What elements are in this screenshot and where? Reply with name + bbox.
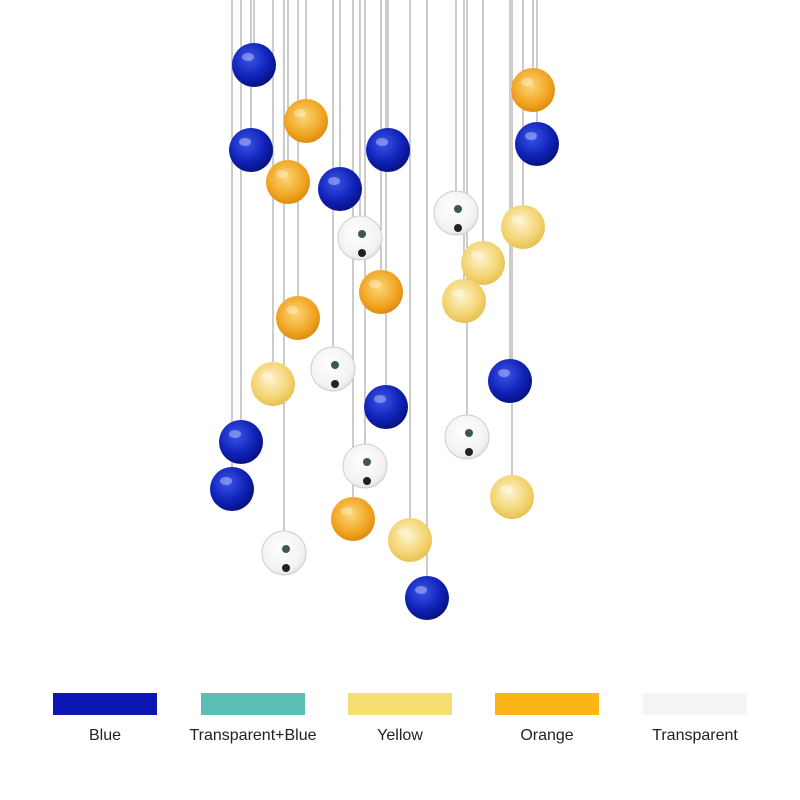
ball-highlight [272, 541, 284, 549]
swatch-label: Transparent+Blue [189, 727, 316, 744]
glass-ball [433, 190, 479, 236]
ball-highlight [369, 280, 381, 288]
swatch-label: Blue [89, 727, 121, 744]
glass-ball [359, 270, 403, 314]
bulb [282, 564, 290, 572]
glass-ball [342, 443, 388, 489]
bulb [465, 429, 473, 437]
glass-ball [442, 279, 486, 323]
glass-ball [366, 128, 410, 172]
ball-highlight [294, 109, 306, 117]
bulb [465, 448, 473, 456]
swatch-label: Orange [520, 727, 573, 744]
ball-highlight [471, 251, 483, 259]
bulb [331, 361, 339, 369]
ball-highlight [500, 485, 512, 493]
glass-ball [318, 167, 362, 211]
pendant-balls [210, 43, 559, 620]
glass-ball [515, 122, 559, 166]
ball-highlight [444, 201, 456, 209]
glass-ball [229, 128, 273, 172]
ball-highlight [511, 215, 523, 223]
glass-ball [210, 467, 254, 511]
ball-highlight [498, 369, 510, 377]
ball-highlight [415, 586, 427, 594]
glass-ball [251, 362, 295, 406]
glass-ball [266, 160, 310, 204]
ball-highlight [328, 177, 340, 185]
ball-highlight [239, 138, 251, 146]
glass-ball [337, 215, 383, 261]
bulb [363, 477, 371, 485]
swatch-label: Yellow [377, 727, 423, 744]
ball-highlight [521, 78, 533, 86]
swatch [53, 693, 157, 715]
bulb [282, 545, 290, 553]
ball-highlight [376, 138, 388, 146]
glass-ball [276, 296, 320, 340]
ball-highlight [220, 477, 232, 485]
glass-ball [284, 99, 328, 143]
glass-ball [261, 530, 307, 576]
glass-ball [501, 205, 545, 249]
swatch [348, 693, 452, 715]
ball-highlight [286, 306, 298, 314]
ball-highlight [374, 395, 386, 403]
ball-highlight [276, 170, 288, 178]
glass-ball [444, 414, 490, 460]
ball-highlight [242, 53, 254, 61]
ball-highlight [341, 507, 353, 515]
glass-ball [232, 43, 276, 87]
glass-ball [461, 241, 505, 285]
ball-highlight [229, 430, 241, 438]
glass-ball [488, 359, 532, 403]
ball-highlight [398, 528, 410, 536]
glass-ball [490, 475, 534, 519]
glass-ball [511, 68, 555, 112]
bulb [358, 249, 366, 257]
swatch [201, 693, 305, 715]
ball-highlight [261, 372, 273, 380]
glass-ball [331, 497, 375, 541]
bulb [454, 224, 462, 232]
swatch-label: Transparent [652, 727, 738, 744]
ball-highlight [348, 226, 360, 234]
ball-highlight [455, 425, 467, 433]
glass-ball [405, 576, 449, 620]
glass-ball [310, 346, 356, 392]
swatch [495, 693, 599, 715]
ball-highlight [452, 289, 464, 297]
bulb [454, 205, 462, 213]
glass-ball [219, 420, 263, 464]
glass-ball [388, 518, 432, 562]
ball-highlight [321, 357, 333, 365]
ball-highlight [353, 454, 365, 462]
color-swatches: Blue Transparent+Blue Yellow Orange Transpar… [53, 693, 747, 744]
ball-highlight [525, 132, 537, 140]
glass-ball [364, 385, 408, 429]
bulb [358, 230, 366, 238]
swatch [643, 693, 747, 715]
bulb [331, 380, 339, 388]
bulb [363, 458, 371, 466]
